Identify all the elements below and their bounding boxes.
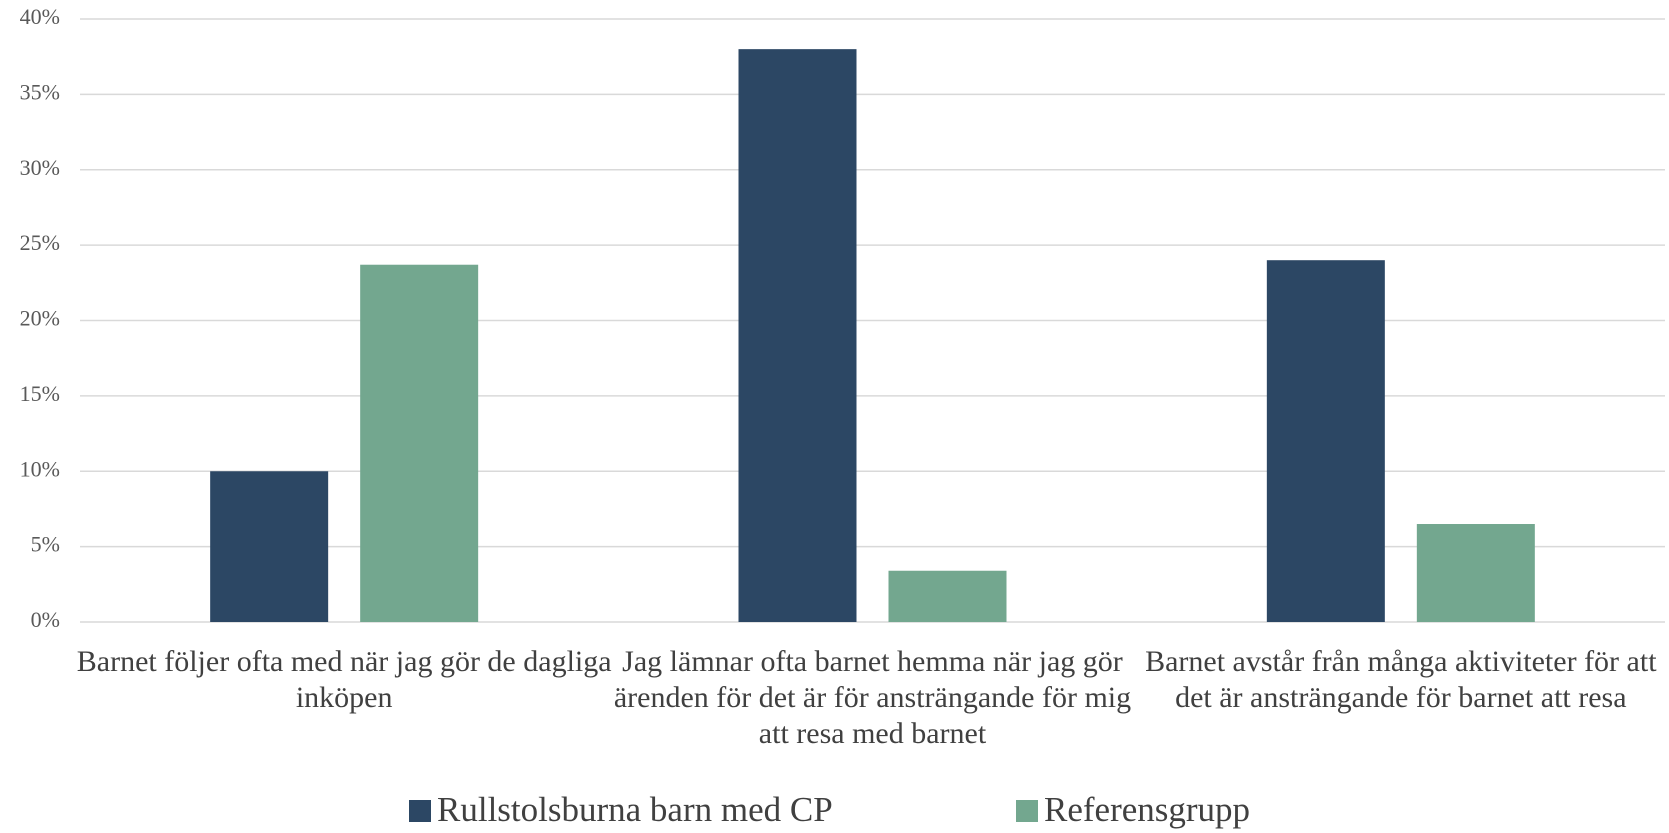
y-tick-label: 10% [20, 456, 60, 481]
bar [210, 471, 329, 622]
bar [888, 570, 1007, 622]
y-tick-label: 30% [20, 155, 60, 180]
y-tick-label: 0% [31, 607, 60, 632]
y-tick-label: 25% [20, 230, 60, 255]
y-tick-label: 5% [31, 532, 60, 557]
legend-swatch [409, 800, 431, 822]
y-tick-label: 35% [20, 79, 60, 104]
bar [1266, 260, 1385, 622]
y-tick-label: 20% [20, 306, 60, 331]
legend-swatch [1016, 800, 1038, 822]
x-tick-label: Jag lämnar ofta barnet hemma när jag gör… [613, 645, 1132, 750]
x-tick-label: Barnet följer ofta med när jag gör de da… [76, 645, 612, 714]
x-tick-label: Barnet avstår från många aktiviteter för… [1145, 645, 1657, 714]
bar [738, 49, 857, 622]
legend-label: Rullstolsburna barn med CP [437, 790, 833, 829]
bar [1416, 524, 1535, 622]
y-tick-label: 40% [20, 4, 60, 29]
y-tick-label: 15% [20, 381, 60, 406]
legend-label: Referensgrupp [1044, 790, 1250, 829]
bar [360, 264, 479, 622]
